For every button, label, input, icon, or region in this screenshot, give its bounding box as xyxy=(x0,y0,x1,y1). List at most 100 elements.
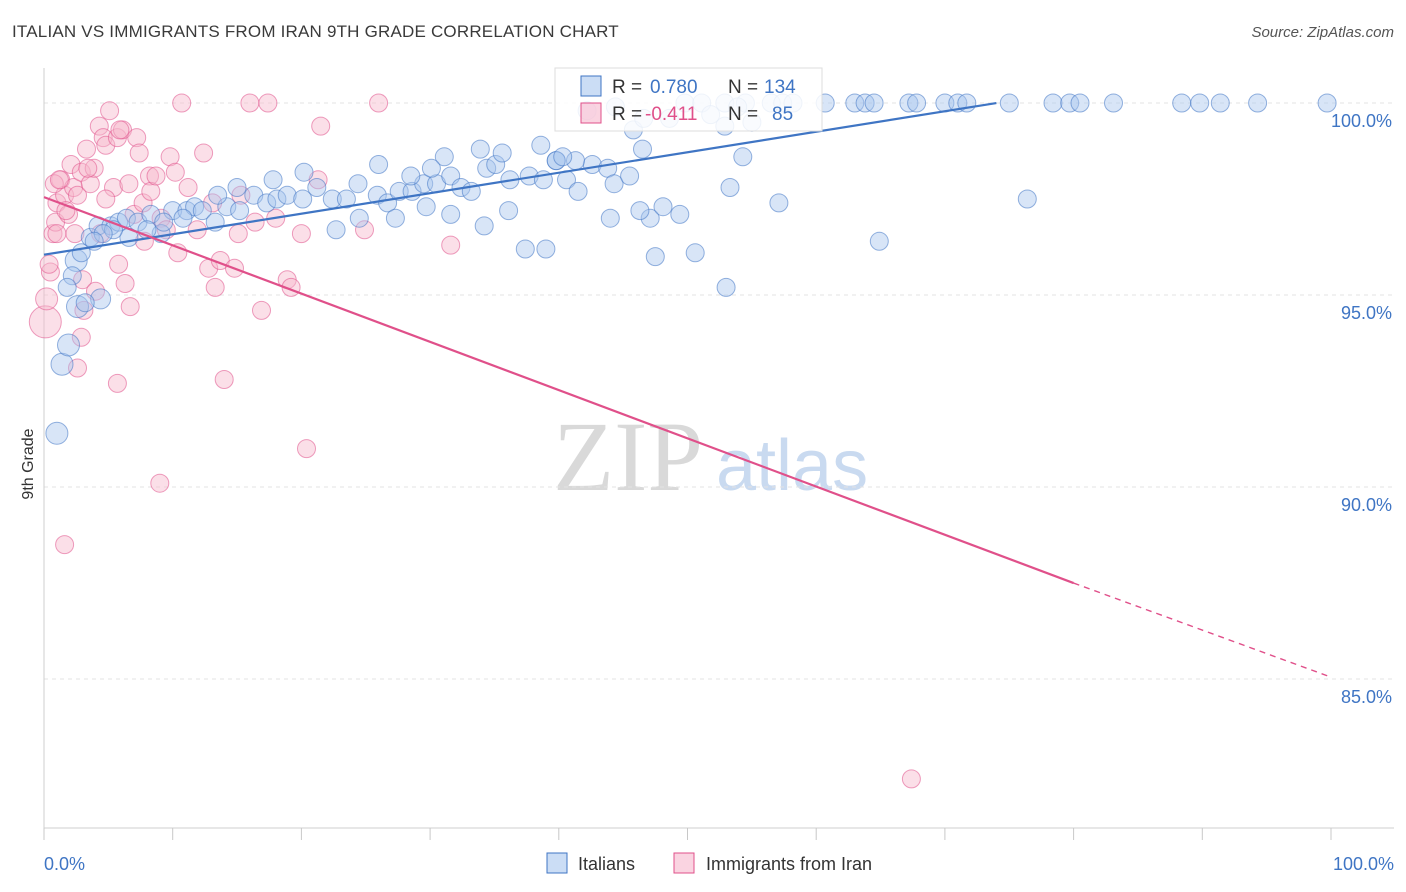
point-italians xyxy=(685,243,705,263)
point-italians xyxy=(1104,93,1123,113)
legend-label-italians: Italians xyxy=(578,854,635,874)
point-iran xyxy=(80,174,100,194)
point-iran xyxy=(140,166,159,186)
point-italians xyxy=(230,201,250,221)
point-iran xyxy=(205,277,225,297)
stats-r-value-italians: 0.780 xyxy=(650,77,698,98)
point-iran xyxy=(39,254,59,274)
point-italians xyxy=(1317,93,1337,113)
legend-label-iran: Immigrants from Iran xyxy=(706,854,872,874)
point-iran xyxy=(129,143,149,163)
stats-n-label-italians: N = xyxy=(728,77,758,98)
point-iran xyxy=(89,116,109,136)
point-iran xyxy=(77,139,96,159)
point-iran xyxy=(49,170,69,190)
point-italians xyxy=(604,174,624,194)
point-italians xyxy=(62,266,82,286)
point-italians xyxy=(45,421,69,445)
point-iran xyxy=(73,270,93,290)
point-italians xyxy=(154,212,174,232)
point-iran xyxy=(901,769,921,789)
point-italians xyxy=(1070,93,1090,113)
point-italians xyxy=(75,293,95,313)
watermark-zip: ZIP xyxy=(553,401,703,512)
point-italians xyxy=(716,277,736,297)
point-iran xyxy=(252,300,271,320)
point-iran xyxy=(194,143,214,163)
point-italians xyxy=(1043,93,1063,113)
point-iran xyxy=(47,224,67,244)
bottom-legend: Italians Immigrants from Iran xyxy=(546,852,872,874)
point-italians xyxy=(1060,93,1080,113)
point-italians xyxy=(348,174,368,194)
point-iran xyxy=(35,287,59,311)
point-italians xyxy=(640,208,660,228)
point-italians xyxy=(1017,189,1037,209)
series-italians-points xyxy=(45,93,1337,445)
x-tick-label-min: 0.0% xyxy=(44,854,85,874)
point-iran xyxy=(28,305,62,339)
point-italians xyxy=(531,135,551,155)
point-italians xyxy=(293,189,313,209)
point-italians xyxy=(192,201,212,221)
stats-swatch-italians xyxy=(580,75,602,97)
trendline-iran-extension xyxy=(1073,582,1332,678)
y-tick-labels: 100.0% 95.0% 90.0% 85.0% xyxy=(1331,111,1392,707)
point-iran xyxy=(127,128,147,148)
point-iran xyxy=(104,178,123,197)
point-italians xyxy=(307,178,327,197)
point-iran xyxy=(172,93,192,113)
watermark-atlas: atlas xyxy=(716,426,868,506)
point-iran xyxy=(84,158,104,178)
point-italians xyxy=(733,147,753,167)
stats-n-label-iran: N = xyxy=(728,104,758,125)
y-tick-label: 85.0% xyxy=(1341,687,1392,707)
y-tick-label: 90.0% xyxy=(1341,495,1392,515)
point-italians xyxy=(349,208,369,228)
point-italians xyxy=(653,197,673,217)
point-iran xyxy=(68,185,87,205)
point-italians xyxy=(441,204,461,224)
point-iran xyxy=(311,116,331,136)
point-italians xyxy=(416,197,436,217)
stats-r-label-iran: R = xyxy=(612,104,642,125)
y-axis-label: 9th Grade xyxy=(20,428,37,499)
point-italians xyxy=(367,185,387,205)
trendline-iran xyxy=(43,196,1074,585)
point-italians xyxy=(1172,93,1192,113)
point-italians xyxy=(633,139,652,159)
point-italians xyxy=(645,247,665,267)
point-iran xyxy=(40,262,60,282)
point-italians xyxy=(899,93,919,113)
point-iran xyxy=(165,162,185,182)
point-iran xyxy=(110,120,130,140)
stats-r-label-italians: R = xyxy=(612,77,642,98)
point-italians xyxy=(553,147,573,167)
point-italians xyxy=(670,204,690,224)
point-italians xyxy=(1210,93,1230,113)
point-iran xyxy=(150,473,170,493)
point-italians xyxy=(474,216,494,236)
point-italians xyxy=(568,181,588,201)
point-iran xyxy=(240,93,260,113)
point-italians xyxy=(257,193,277,213)
point-italians xyxy=(864,93,884,113)
point-italians xyxy=(1248,93,1268,113)
point-italians xyxy=(720,178,740,197)
stats-r-value-iran: -0.411 xyxy=(645,104,697,125)
point-iran xyxy=(96,135,116,155)
x-tick-label-max: 100.0% xyxy=(1333,854,1394,874)
point-iran xyxy=(146,166,166,186)
point-italians xyxy=(336,189,356,209)
point-italians xyxy=(90,288,112,310)
point-iran xyxy=(369,93,389,113)
point-italians xyxy=(208,185,228,205)
trendlines xyxy=(43,101,1332,678)
point-iran xyxy=(441,235,461,255)
point-italians xyxy=(470,139,490,159)
point-italians xyxy=(845,93,865,113)
stats-n-value-italians: 134 xyxy=(764,77,796,98)
point-italians xyxy=(57,277,77,297)
stats-legend: R = 0.780 N = 134 R = -0.411 N = 85 xyxy=(554,67,823,132)
